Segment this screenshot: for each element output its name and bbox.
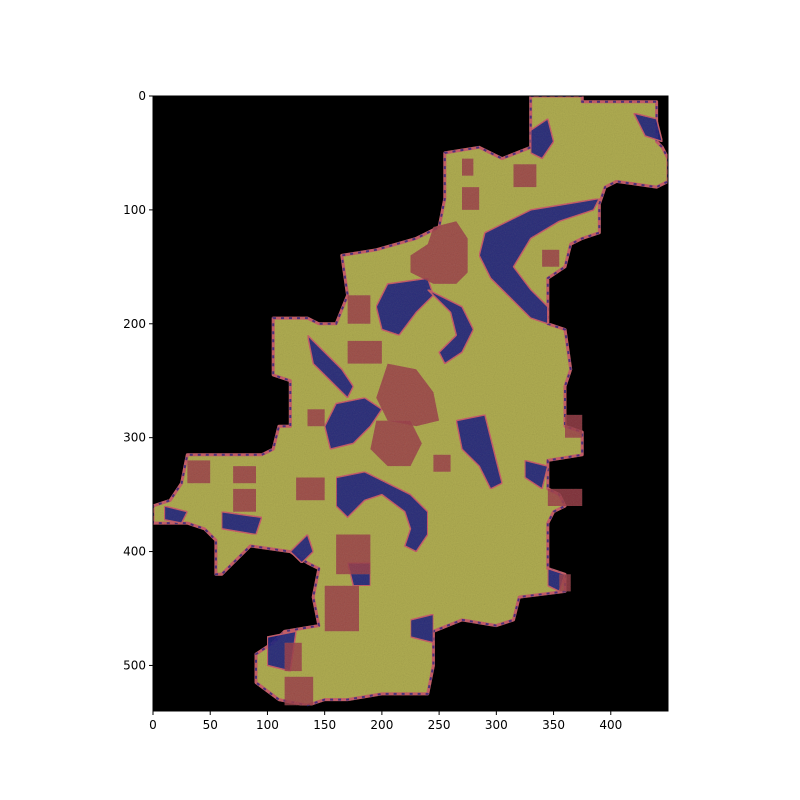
y-tick-label: 500 — [123, 658, 146, 672]
x-tick-label: 350 — [542, 718, 565, 732]
blue-region-8 — [524, 459, 549, 490]
red-region-6 — [376, 363, 440, 427]
plot-area — [153, 96, 668, 711]
y-axis-ticks: 0 100 200 300 400 500 — [123, 89, 153, 672]
x-tick-label: 50 — [203, 718, 218, 732]
x-tick-label: 200 — [370, 718, 393, 732]
red-region-11 — [233, 466, 256, 484]
red-region-9 — [433, 454, 451, 472]
x-tick-label: 250 — [428, 718, 451, 732]
red-region-10 — [187, 460, 211, 484]
red-region-4 — [347, 295, 371, 324]
blue-region-0 — [529, 118, 555, 160]
red-region-17 — [284, 676, 314, 706]
axes-frame — [152, 95, 669, 712]
blue-region-7 — [455, 414, 503, 490]
y-tick-label: 0 — [138, 89, 146, 103]
red-region-15 — [324, 585, 359, 632]
blue-region-1 — [632, 112, 664, 143]
y-tick-label: 100 — [123, 203, 146, 217]
red-region-14 — [336, 534, 371, 575]
x-tick-label: 100 — [256, 718, 279, 732]
blue-region-9 — [335, 471, 429, 553]
x-axis-ticks: 0 50 100 150 200 250 300 350 400 — [149, 711, 622, 732]
red-region-20 — [542, 249, 560, 267]
red-region-19 — [559, 574, 571, 592]
red-region-2 — [462, 187, 480, 210]
red-region-8 — [307, 409, 325, 427]
blue-region-14 — [163, 505, 189, 524]
red-region-18 — [547, 488, 583, 506]
y-tick-label: 400 — [123, 545, 146, 559]
red-region-3 — [410, 221, 468, 284]
blue-region-5 — [306, 334, 355, 399]
red-region-5 — [347, 340, 382, 364]
x-tick-label: 0 — [149, 718, 157, 732]
red-class-layer — [187, 158, 583, 706]
x-tick-label: 400 — [599, 718, 622, 732]
blue-class-layer — [163, 112, 664, 672]
y-tick-label: 200 — [123, 317, 146, 331]
red-region-16 — [284, 642, 302, 672]
red-region-1 — [513, 164, 537, 188]
blue-region-10 — [289, 533, 314, 564]
red-region-0 — [462, 158, 474, 176]
red-region-13 — [296, 477, 325, 501]
blue-region-13 — [409, 613, 435, 644]
blue-region-4 — [426, 288, 475, 365]
red-region-21 — [565, 414, 583, 438]
blue-region-2 — [478, 197, 601, 325]
x-tick-label: 150 — [313, 718, 336, 732]
axes: 0 50 100 150 200 250 300 350 400 0 100 200 300 400 50… — [123, 89, 669, 732]
blue-region-6 — [323, 397, 383, 450]
blue-region-15 — [220, 510, 263, 536]
red-region-7 — [370, 420, 422, 467]
y-tick-label: 300 — [123, 431, 146, 445]
red-region-12 — [233, 488, 256, 512]
x-tick-label: 300 — [485, 718, 508, 732]
